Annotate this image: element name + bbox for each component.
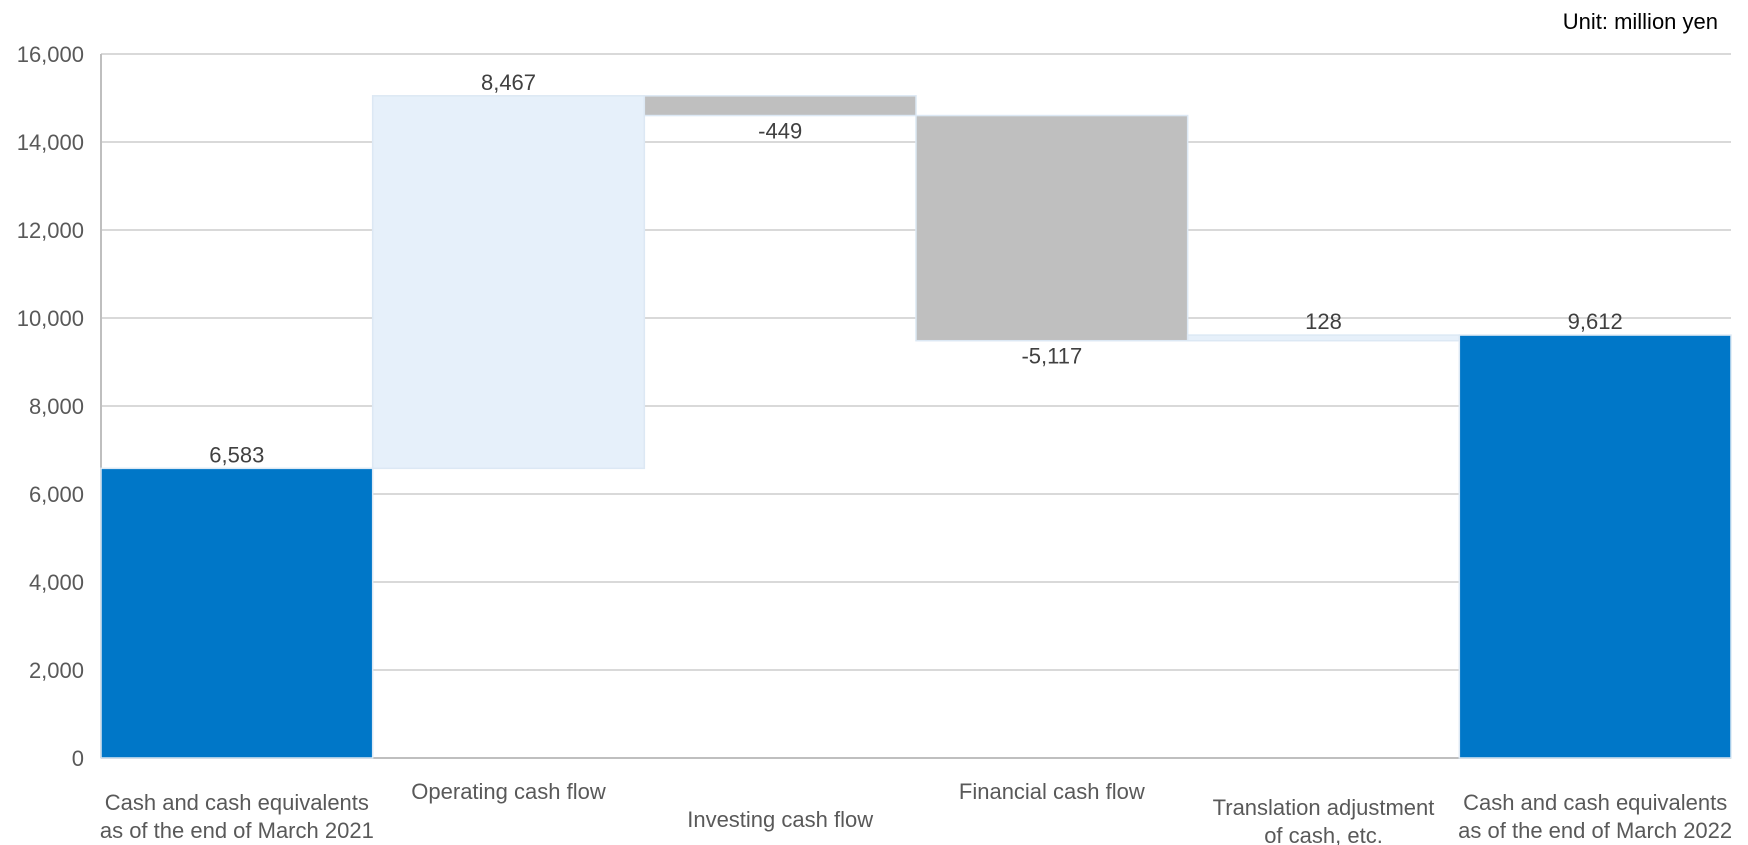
data-label: 128: [1305, 309, 1342, 334]
data-labels: 6,583 8,467 -449 -5,117 128 9,612: [209, 70, 1622, 468]
data-label: 6,583: [209, 442, 264, 467]
increase-bar: [371, 95, 646, 470]
data-label: 8,467: [481, 70, 536, 95]
y-tick-label: 2,000: [29, 658, 84, 683]
y-axis-ticks: 0 2,000 4,000 6,000 8,000 10,000 12,000 14,000 1…: [17, 42, 84, 771]
x-category-label: Cash and cash equivalents as of the end o…: [100, 790, 374, 843]
y-tick-label: 10,000: [17, 306, 84, 331]
data-label: -449: [758, 119, 802, 144]
y-tick-label: 14,000: [17, 130, 84, 155]
unit-label: Unit: million yen: [1563, 9, 1718, 34]
data-label: -5,117: [1021, 344, 1082, 369]
increase-bar: [1186, 334, 1461, 342]
decrease-bar: [915, 114, 1189, 342]
x-category-label: Translation adjustment of cash, etc.: [1213, 795, 1435, 845]
category-labels: Cash and cash equivalents as of the end o…: [100, 779, 1732, 845]
x-category-label: Operating cash flow: [411, 779, 606, 804]
x-category-label: Cash and cash equivalents as of the end o…: [1458, 790, 1732, 843]
data-label: 9,612: [1568, 309, 1623, 334]
y-tick-label: 12,000: [17, 218, 84, 243]
y-tick-label: 6,000: [29, 482, 84, 507]
x-category-label: Investing cash flow: [687, 807, 873, 832]
x-category-label: Financial cash flow: [959, 779, 1145, 804]
bars: [100, 95, 1732, 759]
y-tick-label: 0: [72, 746, 84, 771]
total-bar: [100, 467, 374, 759]
y-tick-label: 8,000: [29, 394, 84, 419]
decrease-bar: [643, 95, 917, 117]
total-bar: [1458, 334, 1732, 759]
y-tick-label: 16,000: [17, 42, 84, 67]
y-tick-label: 4,000: [29, 570, 84, 595]
